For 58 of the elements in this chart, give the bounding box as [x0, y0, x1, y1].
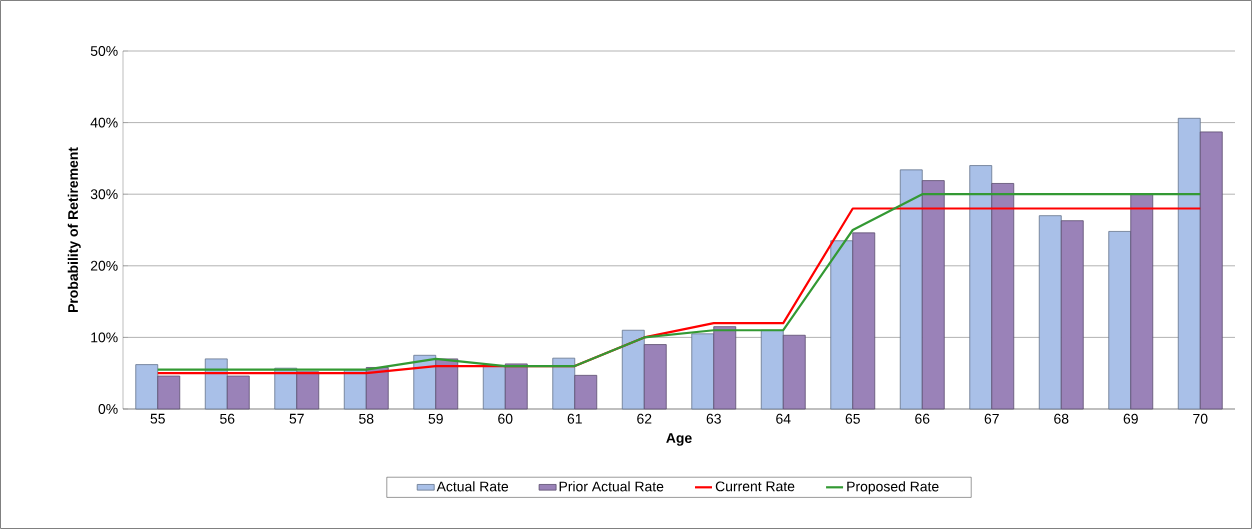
bar	[1108, 231, 1132, 410]
bar	[921, 180, 945, 410]
x-tick-label: 67	[984, 413, 999, 424]
legend-label: Proposed Rate	[847, 481, 939, 495]
bar	[1130, 193, 1154, 410]
bar	[969, 165, 993, 410]
bar	[713, 326, 737, 410]
x-tick-label: 70	[1193, 413, 1208, 424]
bar	[691, 333, 715, 410]
bar	[157, 375, 181, 410]
bar	[135, 364, 159, 410]
bar	[504, 363, 528, 410]
x-tick-label: 55	[150, 413, 165, 424]
bar	[552, 357, 576, 410]
x-tick-label: 57	[289, 413, 304, 424]
x-tick-label: 65	[845, 413, 860, 424]
bar	[643, 344, 667, 410]
bar	[226, 375, 250, 410]
legend-label: Prior Actual Rate	[559, 481, 664, 492]
bar	[760, 329, 784, 410]
bar	[1038, 215, 1062, 410]
bar	[482, 365, 506, 410]
y-tick-label: 0%	[98, 404, 118, 414]
bar	[365, 367, 389, 410]
bar	[574, 374, 598, 410]
bar	[204, 358, 228, 410]
bar	[413, 354, 437, 410]
bar	[1177, 117, 1201, 410]
x-tick-label: 62	[637, 413, 652, 424]
y-tick-label: 50%	[90, 46, 118, 56]
x-tick-label: 60	[498, 413, 513, 424]
bar	[1060, 220, 1084, 410]
bar	[852, 232, 876, 410]
y-tick-label: 30%	[90, 189, 118, 200]
bar	[991, 183, 1015, 410]
x-tick-label: 64	[776, 413, 791, 424]
bar	[899, 169, 923, 410]
bar	[435, 358, 459, 410]
x-tick-label: 58	[359, 413, 374, 424]
y-tick-label: 10%	[91, 332, 118, 343]
x-tick-label: 69	[1123, 413, 1138, 424]
legend-label: Actual Rate	[436, 481, 509, 492]
bar	[782, 334, 806, 410]
y-tick-label: 20%	[90, 260, 118, 271]
x-tick-label: 56	[220, 413, 235, 424]
bar	[1199, 131, 1223, 410]
x-axis-title: Age	[666, 433, 692, 446]
bar	[296, 371, 320, 410]
x-tick-label: 68	[1054, 413, 1069, 424]
x-tick-label: 63	[706, 413, 721, 424]
x-tick-label: 61	[567, 413, 582, 424]
bar	[621, 329, 645, 410]
y-axis-title: Probability of Retirement	[67, 147, 81, 312]
legend-label: Current Rate	[715, 481, 795, 492]
x-tick-label: 59	[428, 413, 443, 424]
bar	[830, 240, 854, 410]
y-tick-label: 40%	[90, 117, 118, 128]
x-tick-label: 66	[915, 413, 930, 424]
